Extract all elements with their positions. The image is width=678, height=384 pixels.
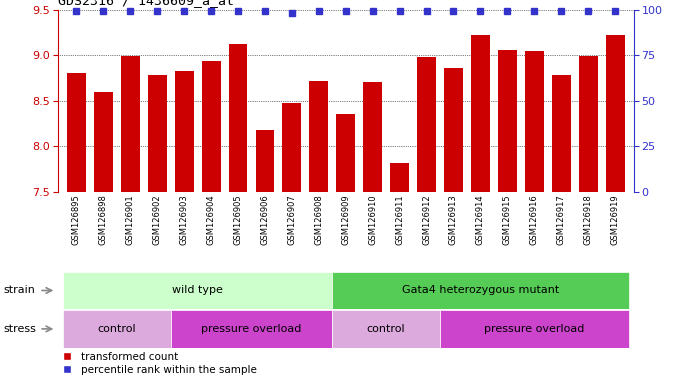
Bar — [552, 75, 571, 384]
Text: GSM126905: GSM126905 — [233, 194, 243, 245]
Text: GSM126901: GSM126901 — [126, 194, 135, 245]
Bar — [391, 163, 409, 384]
Bar — [440, 310, 629, 348]
Bar — [67, 73, 86, 384]
Text: pressure overload: pressure overload — [201, 324, 302, 334]
Bar — [283, 103, 301, 384]
Text: pressure overload: pressure overload — [484, 324, 584, 334]
Text: Gata4 heterozygous mutant: Gata4 heterozygous mutant — [402, 285, 559, 296]
Bar — [63, 310, 171, 348]
Bar — [332, 272, 629, 309]
Text: GSM126912: GSM126912 — [422, 194, 431, 245]
Text: GSM126908: GSM126908 — [315, 194, 323, 245]
Bar — [605, 35, 624, 384]
Text: GSM126909: GSM126909 — [341, 194, 351, 245]
Bar — [471, 35, 490, 384]
Text: GSM126907: GSM126907 — [287, 194, 296, 245]
Text: GSM126895: GSM126895 — [72, 194, 81, 245]
Text: GSM126910: GSM126910 — [368, 194, 377, 245]
Text: control: control — [98, 324, 136, 334]
Bar — [63, 272, 332, 309]
Text: GSM126919: GSM126919 — [611, 194, 620, 245]
Bar — [148, 75, 167, 384]
Bar — [363, 82, 382, 384]
Text: GSM126898: GSM126898 — [99, 194, 108, 245]
Text: GSM126914: GSM126914 — [476, 194, 485, 245]
Legend: transformed count, percentile rank within the sample: transformed count, percentile rank withi… — [53, 348, 261, 379]
Bar — [94, 92, 113, 384]
Text: GSM126902: GSM126902 — [153, 194, 162, 245]
Text: strain: strain — [3, 285, 35, 296]
Bar — [228, 44, 247, 384]
Bar — [525, 51, 544, 384]
Bar — [498, 50, 517, 384]
Text: stress: stress — [3, 324, 36, 334]
Text: control: control — [367, 324, 405, 334]
Text: GSM126917: GSM126917 — [557, 194, 565, 245]
Text: GSM126903: GSM126903 — [180, 194, 188, 245]
Text: GSM126906: GSM126906 — [260, 194, 269, 245]
Bar — [256, 130, 275, 384]
Text: GSM126904: GSM126904 — [207, 194, 216, 245]
Text: GSM126918: GSM126918 — [584, 194, 593, 245]
Text: GSM126913: GSM126913 — [449, 194, 458, 245]
Bar — [579, 56, 597, 384]
Text: GSM126911: GSM126911 — [395, 194, 404, 245]
Bar — [309, 81, 328, 384]
Text: GDS2316 / 1436609_a_at: GDS2316 / 1436609_a_at — [58, 0, 234, 7]
Text: wild type: wild type — [172, 285, 223, 296]
Text: GSM126915: GSM126915 — [503, 194, 512, 245]
Bar — [417, 57, 436, 384]
Bar — [202, 61, 220, 384]
Bar — [175, 71, 194, 384]
Bar — [121, 56, 140, 384]
Bar — [171, 310, 332, 348]
Text: GSM126916: GSM126916 — [530, 194, 539, 245]
Bar — [444, 68, 463, 384]
Bar — [332, 310, 440, 348]
Bar — [336, 114, 355, 384]
